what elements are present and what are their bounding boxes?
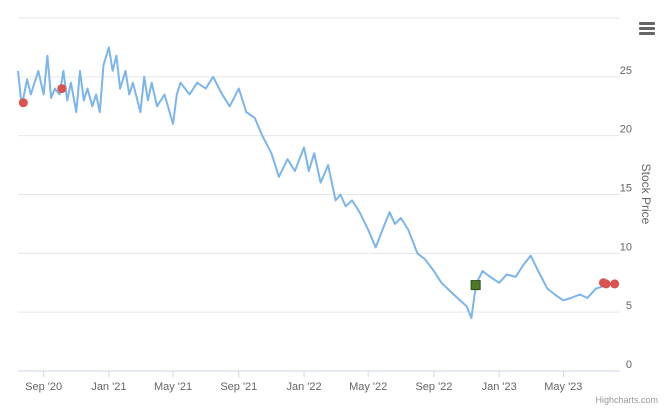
x-tick-label: May '21	[154, 381, 192, 393]
credits-link[interactable]: Highcharts.com	[595, 395, 658, 405]
y-tick-label: 20	[620, 124, 632, 136]
event-marker-circle[interactable]	[57, 84, 67, 94]
event-marker-circle[interactable]	[610, 279, 620, 289]
x-tick-label: Jan '23	[482, 381, 517, 393]
series-group	[17, 46, 618, 320]
x-tick-label: Sep '21	[220, 381, 257, 393]
x-axis: Sep '20 Jan '21 May '21 Sep '21 Jan '22 May '…	[18, 370, 620, 393]
x-tick-label: Jan '21	[91, 381, 126, 393]
y-tick-label: 5	[626, 300, 632, 312]
y-axis: 0 5 10 15 20 25	[620, 65, 632, 371]
y-tick-label: 0	[626, 359, 632, 371]
event-marker-circle[interactable]	[601, 279, 611, 289]
x-tick-label: Sep '20	[25, 381, 62, 393]
event-marker-circle[interactable]	[18, 98, 28, 108]
series-line	[17, 46, 618, 320]
event-marker-square[interactable]	[470, 280, 481, 291]
grid-lines	[18, 17, 620, 313]
y-tick-label: 10	[620, 241, 632, 253]
x-tick-label: Sep '22	[415, 381, 452, 393]
y-tick-label: 15	[620, 183, 632, 195]
hamburger-menu-icon[interactable]	[639, 22, 655, 35]
x-tick-label: Jan '22	[286, 381, 321, 393]
marker-group	[18, 84, 620, 291]
y-axis-title: Stock Price	[639, 164, 653, 225]
x-tick-label: May '22	[349, 381, 387, 393]
y-tick-label: 25	[620, 65, 632, 77]
x-tick-label: May '23	[544, 381, 582, 393]
